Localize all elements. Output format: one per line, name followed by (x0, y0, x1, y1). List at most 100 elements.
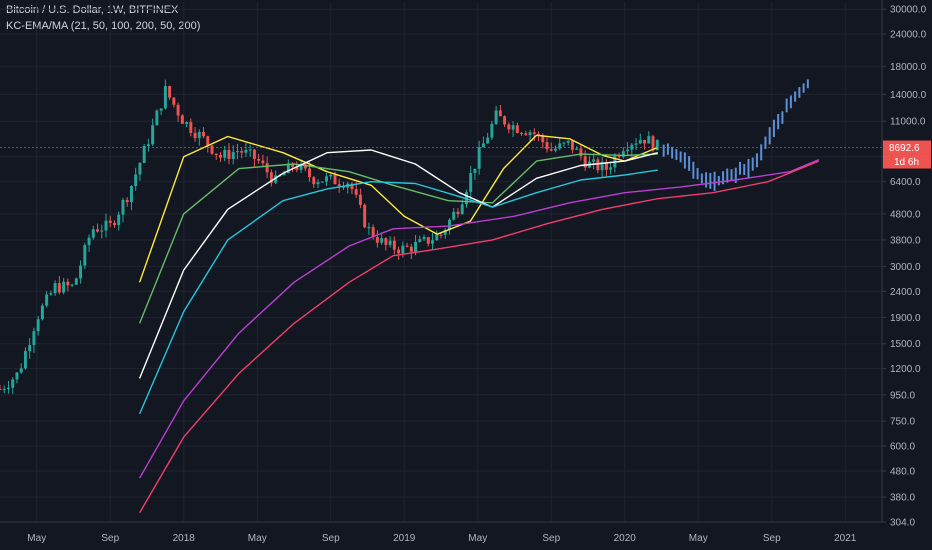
y-tick-label: 480.0 (890, 466, 915, 477)
candle-body (566, 140, 570, 143)
candle-body (329, 174, 333, 177)
candle-body (49, 293, 53, 295)
candle-body (202, 131, 206, 137)
candle-body (409, 246, 413, 252)
candle-body (227, 149, 231, 159)
candle-body (23, 351, 27, 369)
y-tick-label: 304.0 (890, 518, 915, 529)
candle-body (651, 136, 655, 151)
candle-body (185, 122, 189, 124)
candle-body (570, 140, 574, 150)
y-tick-label: 6400.0 (890, 177, 921, 188)
price-tag: 8692.6 1d 6h (883, 140, 931, 169)
candle-body (193, 132, 197, 139)
time-axis[interactable]: May Sep 2018 May Sep 2019 May Sep 2020 May Sep 2021 (0, 521, 882, 544)
candle-body (647, 136, 651, 144)
candle-body (596, 159, 600, 171)
candle-body (626, 149, 630, 152)
x-tick-label: May (27, 533, 46, 544)
candle-body (562, 142, 566, 144)
candle-body (511, 125, 515, 130)
candle-body (146, 144, 150, 147)
candle-body (528, 132, 532, 136)
x-tick-label: May (689, 533, 708, 544)
indicator-legend: KC-EMA/MA (21, 50, 100, 200, 50, 200) (6, 20, 201, 32)
countdown-tag-box (883, 154, 931, 169)
candle-body (303, 164, 307, 169)
candle-body (481, 143, 485, 148)
candle-body (604, 162, 608, 170)
candle-body (354, 189, 358, 195)
candle-body (223, 149, 227, 158)
candle-body (375, 237, 379, 243)
candle-body (638, 139, 642, 144)
candle-body (57, 283, 61, 293)
candle-body (286, 163, 290, 174)
candle-body (337, 184, 341, 186)
candle-body (121, 199, 125, 215)
ma-line (138, 169, 658, 415)
candle-body (172, 97, 176, 105)
candle-body (142, 146, 146, 163)
candle-body (443, 230, 447, 235)
candle-body (532, 132, 536, 134)
candle-body (333, 174, 337, 185)
y-tick-label: 14000.0 (890, 90, 927, 101)
candle-body (418, 239, 422, 242)
price-axis[interactable]: 304.0 380.0 480.0 600.0 750.0 950.0 1200.0 1500… (881, 0, 927, 529)
grid-lines (0, 2, 882, 523)
candle-body (380, 238, 384, 243)
candle-body (498, 110, 502, 117)
candle-body (83, 245, 87, 266)
ma-line (138, 158, 820, 479)
y-tick-label: 750.0 (890, 417, 915, 428)
candle-body (28, 345, 32, 352)
candle-body (295, 166, 299, 170)
candle-body (439, 234, 443, 236)
candle-body (87, 237, 91, 246)
chart-symbol-title: Bitcoin / U.S. Dollar, 1W, BITFINEX (6, 4, 179, 16)
ma-line (138, 160, 820, 514)
candle-body (214, 153, 218, 156)
ma-line (138, 149, 658, 379)
candle-body (100, 230, 104, 232)
x-tick-label: May (248, 533, 267, 544)
candle-body (545, 142, 549, 150)
candle-body (231, 152, 235, 159)
candles (0, 79, 659, 394)
y-tick-label: 4800.0 (890, 209, 921, 220)
x-tick-label: Sep (542, 533, 560, 544)
candle-body (473, 168, 477, 174)
candle-body (401, 245, 405, 254)
candle-body (206, 136, 210, 146)
candle-body (460, 204, 464, 215)
candle-body (6, 387, 10, 389)
candle-body (524, 133, 528, 136)
candle-body (19, 368, 23, 373)
candle-body (11, 379, 15, 388)
candle-body (117, 214, 121, 225)
candle-body (269, 172, 273, 183)
candle-body (384, 238, 388, 245)
y-tick-label: 18000.0 (890, 62, 927, 73)
y-tick-label: 3800.0 (890, 235, 921, 246)
y-tick-label: 600.0 (890, 442, 915, 453)
candle-body (630, 144, 634, 150)
candle-body (537, 133, 541, 136)
candle-body (316, 182, 320, 185)
candle-body (2, 388, 6, 390)
candle-body (66, 281, 70, 286)
candle-body (261, 160, 265, 164)
candle-body (134, 174, 138, 186)
candle-body (70, 284, 74, 286)
candle-body (32, 331, 36, 346)
candle-body (558, 143, 562, 149)
x-tick-label: 2019 (393, 533, 416, 544)
candle-body (490, 123, 494, 138)
candle-body (609, 167, 613, 170)
candle-body (15, 372, 19, 380)
candle-body (308, 168, 312, 178)
candle-body (197, 131, 201, 139)
candle-body (634, 143, 638, 145)
